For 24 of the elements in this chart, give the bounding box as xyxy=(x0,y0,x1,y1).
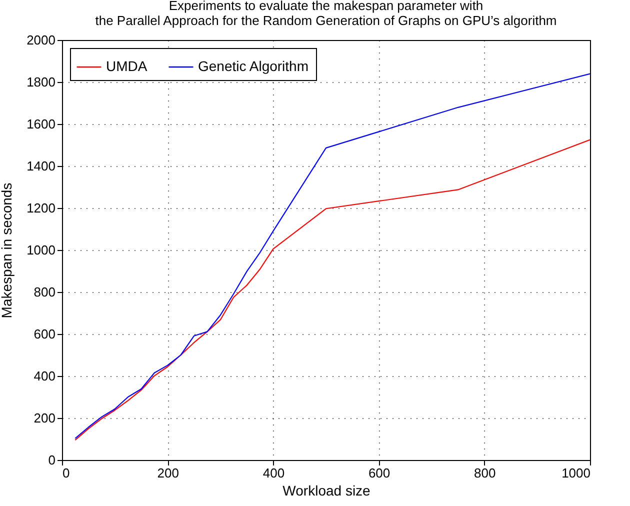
y-tick-label: 400 xyxy=(34,368,56,384)
x-tick-label: 600 xyxy=(368,466,390,480)
y-tick-label: 1600 xyxy=(26,116,56,132)
y-axis-title: Makespan in seconds xyxy=(0,182,15,318)
y-tick-label: 600 xyxy=(34,326,56,342)
x-tick-label: 200 xyxy=(157,466,179,480)
legend-label: UMDA xyxy=(106,58,148,74)
y-tick-label: 1400 xyxy=(26,158,56,174)
x-tick-label: 800 xyxy=(474,466,496,480)
y-tick-label: 1800 xyxy=(26,74,56,90)
y-tick-label: 800 xyxy=(34,284,56,300)
y-tick-label: 1000 xyxy=(26,242,56,258)
y-tick-label: 0 xyxy=(48,452,56,468)
legend-label: Genetic Algorithm xyxy=(198,58,308,74)
x-tick-label: 0 xyxy=(62,466,70,480)
y-tick-label: 200 xyxy=(34,410,56,426)
y-tick-label: 1200 xyxy=(26,200,56,216)
x-axis-title: Workload size xyxy=(282,482,371,498)
y-tick-label: 2000 xyxy=(26,32,56,48)
chart-title: Experiments to evaluate the makespan parameter with the Parallel Approach for the Random Generation of Graphs on GPU’s algorithm xyxy=(95,0,557,28)
line-series xyxy=(74,73,590,439)
line-series xyxy=(74,139,590,441)
x-tick-label: 400 xyxy=(262,466,285,480)
x-tick-label: 1000 xyxy=(562,466,590,480)
